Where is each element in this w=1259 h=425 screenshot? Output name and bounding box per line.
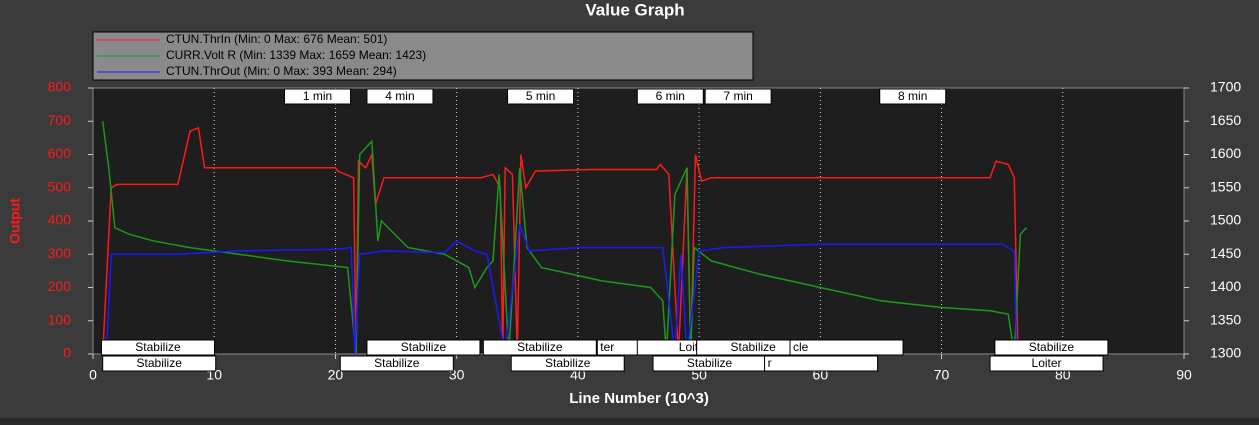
mode-box	[764, 355, 879, 372]
y-axis-label: Output	[7, 198, 23, 244]
y-tick-label: 700	[48, 112, 72, 128]
mode-box	[339, 355, 454, 372]
mode-box	[102, 355, 217, 372]
mode-label: Stabilize	[374, 356, 420, 370]
y-tick-label: 600	[48, 145, 72, 161]
y-tick-label: 400	[48, 212, 72, 228]
mode-label: Stabilize	[1029, 340, 1075, 354]
y2-tick-label: 1700	[1210, 79, 1241, 95]
plot-area	[92, 87, 1185, 355]
series-line	[101, 126, 1019, 354]
time-marker-box	[704, 88, 772, 105]
y-tick-label: 100	[48, 311, 72, 327]
x-tick-label: 70	[934, 367, 950, 383]
mode-label: Stabilize	[517, 340, 563, 354]
mode-label: Stabilize	[687, 356, 733, 370]
mode-box	[100, 339, 215, 356]
y2-tick-label: 1350	[1210, 311, 1241, 327]
time-marker-box	[284, 88, 352, 105]
y2-tick-label: 1450	[1210, 245, 1241, 261]
time-marker-box	[366, 88, 434, 105]
mode-box	[994, 339, 1109, 356]
series-line	[105, 224, 1018, 354]
mode-box	[366, 339, 481, 356]
time-marker-label: 5 min	[526, 89, 555, 103]
x-tick-label: 20	[328, 367, 344, 383]
mode-box	[789, 339, 904, 356]
y-tick-label: 500	[48, 178, 72, 194]
legend-label: CTUN.ThrOut (Min: 0 Max: 393 Mean: 294)	[166, 64, 397, 78]
legend-label: CTUN.ThrIn (Min: 0 Max: 676 Mean: 501)	[166, 32, 387, 46]
y2-tick-label: 1650	[1210, 112, 1241, 128]
y2-tick-label: 1300	[1210, 345, 1241, 361]
mode-label: cle	[793, 340, 809, 354]
mode-label: Stabilize	[401, 340, 447, 354]
legend-box	[92, 31, 754, 81]
x-tick-label: 90	[1176, 367, 1192, 383]
time-marker-label: 4 min	[385, 89, 414, 103]
time-marker-box	[507, 88, 575, 105]
time-marker-label: 6 min	[656, 89, 685, 103]
y2-tick-label: 1400	[1210, 278, 1241, 294]
time-marker-box	[636, 88, 704, 105]
series-line	[101, 121, 1027, 354]
mode-box	[989, 355, 1104, 372]
mode-label: Stabilize	[545, 356, 591, 370]
mode-label: Loiter	[1032, 356, 1062, 370]
mode-label: r	[768, 356, 772, 370]
mode-box	[510, 355, 625, 372]
y2-tick-label: 1600	[1210, 145, 1241, 161]
time-marker-label: 7 min	[724, 89, 753, 103]
y2-tick-label: 1500	[1210, 212, 1241, 228]
mode-label: Stabilize	[137, 356, 183, 370]
chart-title: Value Graph	[585, 0, 684, 19]
time-marker-label: 1 min	[303, 89, 332, 103]
y-tick-label: 800	[48, 79, 72, 95]
y-tick-label: 0	[63, 345, 71, 361]
mode-label: Stabilize	[135, 340, 181, 354]
legend-label: CURR.Volt R (Min: 1339 Max: 1659 Mean: 1…	[166, 48, 426, 62]
bottom-strip	[0, 418, 1259, 425]
x-tick-label: 0	[89, 367, 97, 383]
x-axis-label: Line Number (10^3)	[569, 390, 709, 407]
time-marker-box	[879, 88, 947, 105]
plot-layer	[101, 88, 1064, 354]
y2-tick-label: 1550	[1210, 178, 1241, 194]
mode-label: Stabilize	[731, 340, 777, 354]
time-marker-label: 8 min	[898, 89, 927, 103]
y-tick-label: 300	[48, 245, 72, 261]
y-tick-label: 200	[48, 278, 72, 294]
mode-box	[482, 339, 597, 356]
mode-label: ter	[600, 340, 614, 354]
